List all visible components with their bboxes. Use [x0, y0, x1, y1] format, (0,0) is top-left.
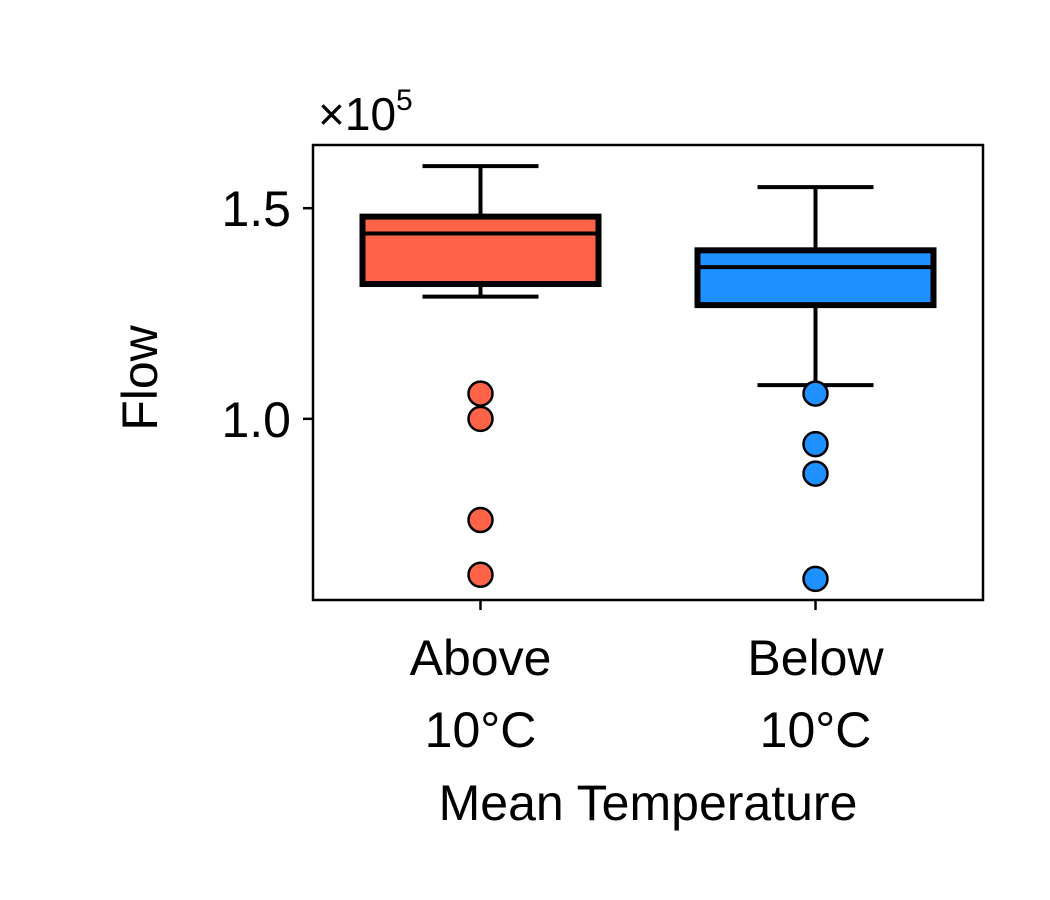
iqr-box — [359, 213, 602, 288]
outlier-point — [467, 506, 494, 534]
box-group — [694, 185, 937, 593]
y-multiplier-base: ×10 — [318, 88, 396, 140]
y-tick-label: 1.0 — [221, 392, 291, 448]
y-tick-label: 1.5 — [221, 181, 291, 237]
y-multiplier-exponent: 5 — [396, 84, 413, 117]
x-axis-label: Mean Temperature — [439, 775, 858, 831]
outlier-point — [467, 405, 494, 433]
outlier-point — [467, 561, 494, 588]
y-axis-multiplier: ×105 — [318, 84, 413, 140]
x-tick-label-line1: Below — [747, 630, 884, 686]
box-group — [359, 164, 602, 588]
x-tick-label-line2: 10°C — [425, 702, 537, 758]
y-axis-ticks: 1.0 1.5 — [221, 181, 313, 448]
outlier-point — [802, 565, 829, 593]
plot-frame — [311, 143, 985, 602]
x-tick-label-line1: Above — [410, 630, 552, 686]
y-axis-label: Flow — [112, 324, 168, 430]
outlier-point — [802, 380, 829, 407]
outlier-point — [467, 380, 494, 407]
x-axis-ticks: Above 10°C Below 10°C — [410, 600, 884, 758]
x-tick-label-line2: 10°C — [760, 702, 872, 758]
iqr-box — [694, 247, 937, 309]
outlier-point — [802, 430, 829, 458]
outlier-point — [802, 460, 829, 487]
chart-marks — [359, 164, 937, 593]
